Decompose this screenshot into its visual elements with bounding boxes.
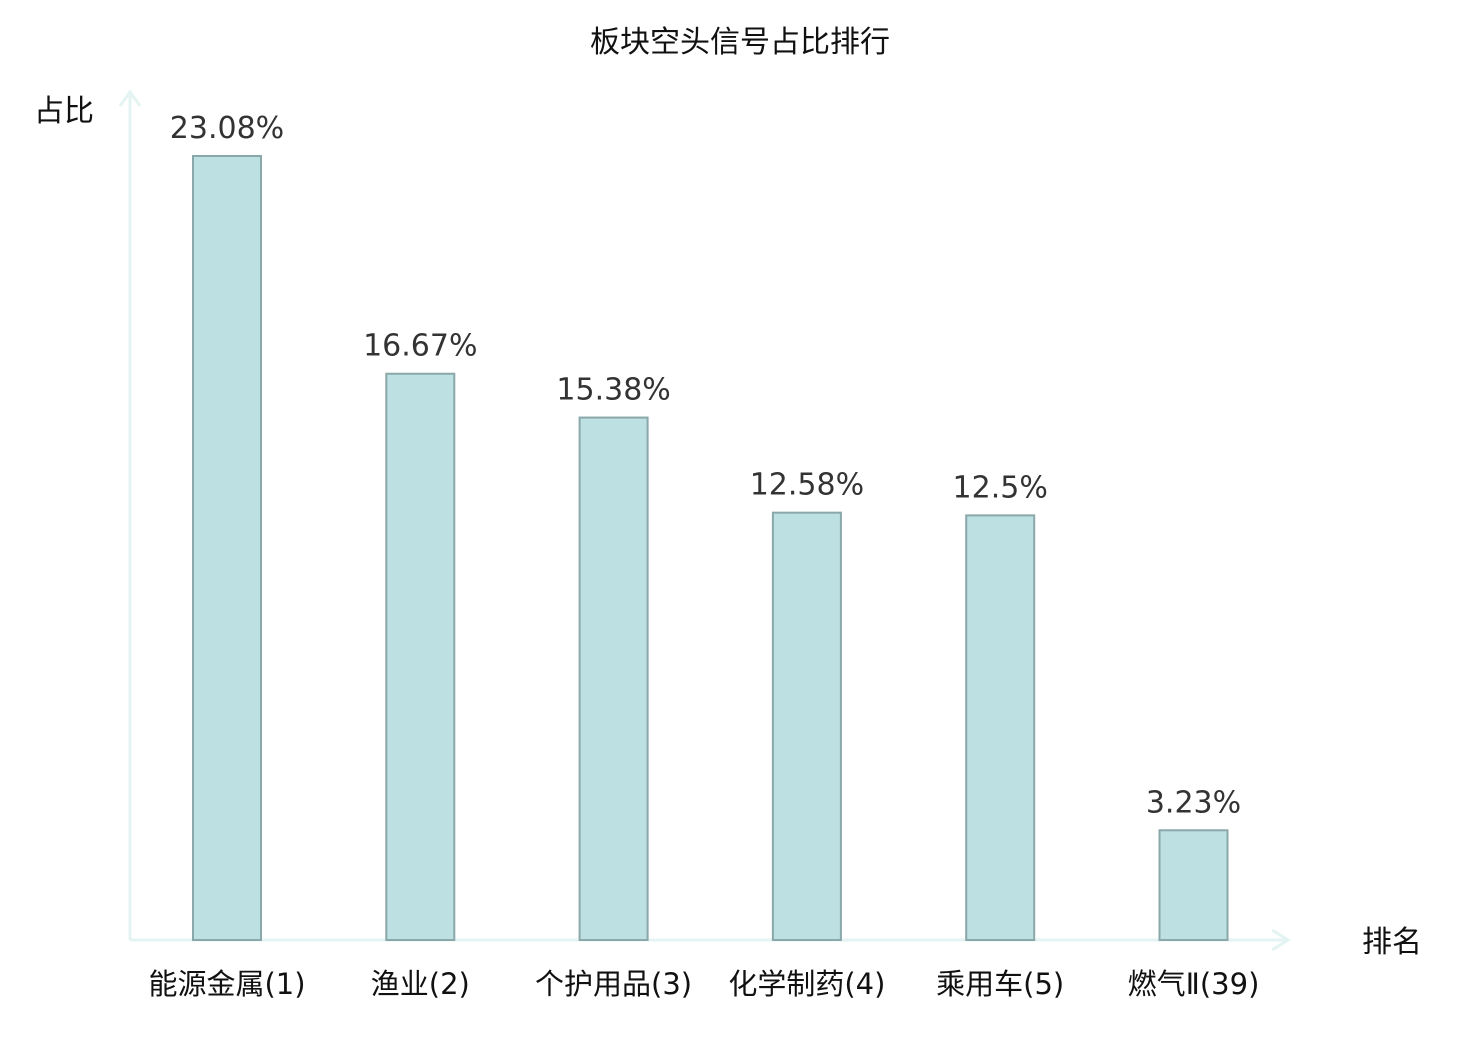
bar-3 [578,416,649,941]
value-label-1: 23.08% [170,111,284,146]
category-label-2: 渔业(2) [371,967,470,1001]
bar-4 [771,511,842,941]
value-labels-group: 23.08% 16.67% 15.38% 12.58% 12.5% 3.23% [170,111,1241,820]
category-label-4: 化学制药(4) [728,967,885,1001]
bars-group [192,155,1229,941]
value-label-5: 12.5% [953,470,1048,505]
category-label-3: 个护用品(3) [535,967,692,1001]
x-axis-label: 排名 [1362,925,1422,960]
axes [118,89,1291,952]
bar-1 [192,155,262,941]
value-label-4: 12.58% [750,468,864,503]
y-axis-label: 占比 [34,94,94,129]
x-axis-arrow [1271,928,1291,952]
bar-5 [965,514,1036,941]
category-label-6: 燃气Ⅱ(39) [1128,967,1260,1001]
value-label-3: 15.38% [556,373,670,408]
bar-6 [1158,829,1229,941]
category-label-5: 乘用车(5) [936,967,1064,1001]
category-label-1: 能源金属(1) [148,967,305,1001]
chart-title: 板块空头信号占比排行 [590,25,890,60]
bar-2 [385,372,456,941]
value-label-2: 16.67% [363,329,477,364]
y-axis-arrow [118,89,142,107]
category-labels-group: 能源金属(1) 渔业(2) 个护用品(3) 化学制药(4) 乘用车(5) 燃气Ⅱ(39) [148,967,1259,1001]
value-label-6: 3.23% [1146,785,1241,820]
